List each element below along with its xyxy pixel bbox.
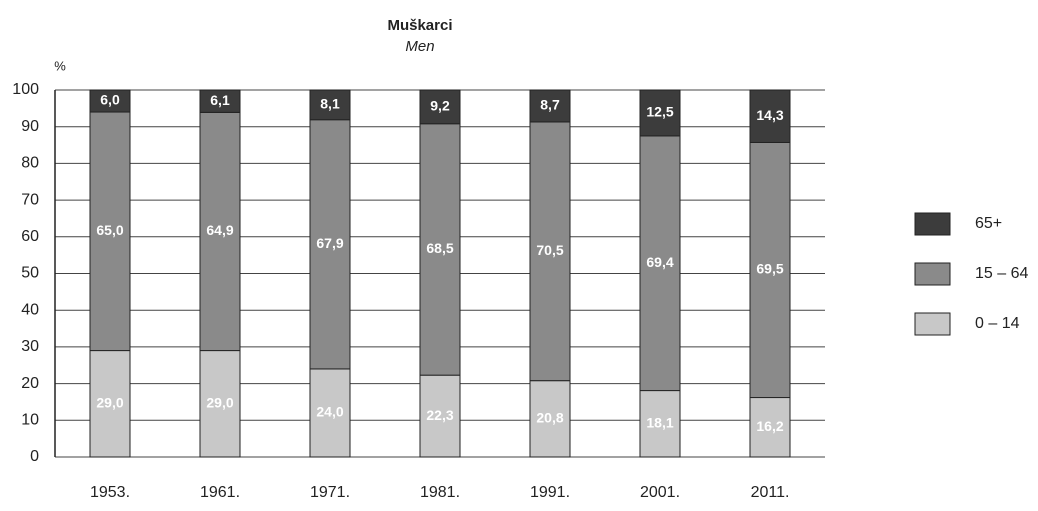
legend-swatch: [914, 262, 951, 286]
bar-segment: [199, 89, 241, 113]
value-label: 6,0: [100, 92, 120, 108]
bar-segment: [309, 89, 351, 121]
bar-segment: [419, 89, 461, 125]
x-tick-label: 1981.: [420, 484, 460, 501]
value-label: 9,2: [430, 98, 450, 114]
legend-label: 0 – 14: [975, 315, 1020, 332]
bar-segment: [199, 111, 241, 352]
value-label: 6,1: [210, 92, 230, 108]
y-tick-label: 40: [21, 301, 39, 318]
x-tick-label: 1991.: [530, 484, 570, 501]
value-label: 18,1: [646, 414, 673, 430]
value-label: 64,9: [206, 222, 233, 238]
chart-title: Muškarci: [387, 17, 452, 34]
bar-segment: [749, 89, 791, 143]
value-label: 29,0: [96, 394, 123, 410]
bar-segment: [639, 89, 681, 137]
bar-segment: [309, 368, 351, 458]
value-label: 65,0: [96, 222, 123, 238]
value-label: 24,0: [316, 404, 343, 420]
value-label: 68,5: [426, 240, 453, 256]
value-label: 69,5: [756, 261, 783, 277]
value-label: 8,1: [320, 96, 340, 112]
y-tick-label: 10: [21, 412, 39, 429]
bar-segment: [419, 123, 461, 376]
value-label: 8,7: [540, 97, 560, 113]
legend-label: 65+: [975, 215, 1002, 232]
x-tick-label: 1953.: [90, 484, 130, 501]
value-label: 14,3: [756, 107, 783, 123]
x-tick-label: 2011.: [751, 484, 790, 501]
y-tick-label: 0: [30, 448, 39, 465]
y-tick-label: 100: [12, 81, 39, 98]
value-label: 67,9: [316, 235, 343, 251]
y-tick-label: 60: [21, 228, 39, 245]
y-tick-label: 90: [21, 118, 39, 135]
bar-segment: [639, 390, 681, 458]
bar-segment: [529, 380, 571, 458]
bar-segment: [749, 141, 791, 399]
bar-segment: [529, 121, 571, 382]
value-label: 22,3: [426, 407, 453, 423]
y-tick-label: 20: [21, 375, 39, 392]
x-tick-label: 1971.: [310, 484, 350, 501]
y-tick-label: 80: [21, 155, 39, 172]
value-label: 29,0: [206, 394, 233, 410]
legend-swatch: [914, 212, 951, 236]
bar-segment: [639, 135, 681, 392]
bar-segment: [89, 89, 131, 113]
bar-segment: [89, 350, 131, 458]
bar-segment: [749, 397, 791, 458]
value-label: 20,8: [536, 410, 563, 426]
y-tick-label: 30: [21, 338, 39, 355]
y-tick-label: 70: [21, 191, 39, 208]
value-label: 12,5: [646, 104, 673, 120]
value-label: 70,5: [536, 242, 563, 258]
value-label: 69,4: [646, 254, 673, 270]
bar-segment: [309, 119, 351, 370]
y-tick-label: 50: [21, 265, 39, 282]
bar-segment: [529, 89, 571, 123]
bar-segment: [199, 350, 241, 458]
value-label: 16,2: [756, 418, 783, 434]
legend-swatch: [914, 312, 951, 336]
legend-label: 15 – 64: [975, 265, 1028, 282]
chart-subtitle: Men: [405, 38, 434, 55]
x-tick-label: 1961.: [200, 484, 240, 501]
y-axis-label: %: [54, 58, 66, 73]
x-tick-label: 2001.: [640, 484, 680, 501]
